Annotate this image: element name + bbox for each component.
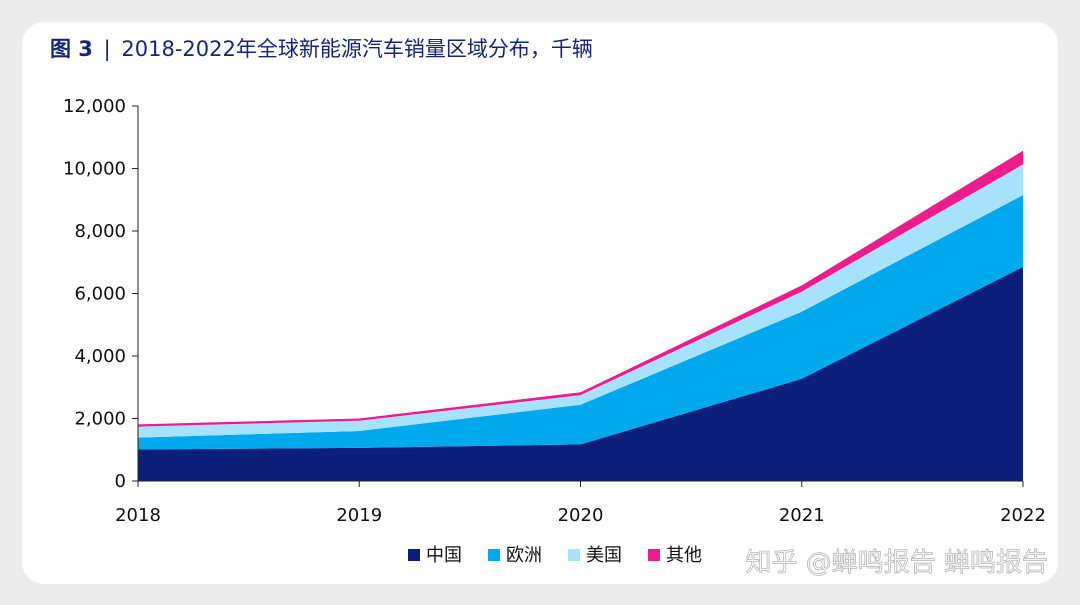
x-tick-label: 2020 <box>558 505 604 526</box>
y-tick-label: 12,000 <box>63 96 126 117</box>
legend-swatch-3 <box>568 549 580 561</box>
figure-label: 图 3 <box>50 37 93 61</box>
x-tick-label: 2018 <box>115 505 161 526</box>
watermark-text: 知乎 @蝉鸣报告 蝉鸣报告 <box>745 548 1048 578</box>
y-tick-label: 6,000 <box>74 284 126 305</box>
y-tick-label: 2,000 <box>74 409 126 430</box>
legend-swatch-2 <box>488 549 500 561</box>
legend: 中国 欧洲 美国 其他 <box>408 545 702 566</box>
legend-label-1: 中国 <box>426 545 462 566</box>
legend-label-2: 欧洲 <box>506 545 542 566</box>
legend-swatch-1 <box>408 549 420 561</box>
chart-title: 图 3 | 2018-2022年全球新能源汽车销量区域分布，千辆 <box>50 34 593 64</box>
area-series-1 <box>138 266 1023 481</box>
area-series-group <box>138 150 1023 481</box>
axes-group: 0 2,000 4,000 6,000 8,000 10,000 12,000 2018 201… <box>63 96 1046 526</box>
title-text: 2018-2022年全球新能源汽车销量区域分布，千辆 <box>121 37 593 61</box>
legend-swatch-4 <box>648 549 660 561</box>
legend-label-3: 美国 <box>586 545 622 566</box>
y-tick-label: 4,000 <box>74 346 126 367</box>
area-series-2 <box>138 195 1023 450</box>
x-tick-label: 2019 <box>336 505 382 526</box>
y-tick-label: 10,000 <box>63 159 126 180</box>
x-tick-label: 2022 <box>1000 505 1046 526</box>
x-tick-label: 2021 <box>779 505 825 526</box>
y-tick-label: 0 <box>115 471 126 492</box>
legend-label-4: 其他 <box>666 545 702 566</box>
y-tick-label: 8,000 <box>74 221 126 242</box>
title-separator: | <box>103 37 111 61</box>
